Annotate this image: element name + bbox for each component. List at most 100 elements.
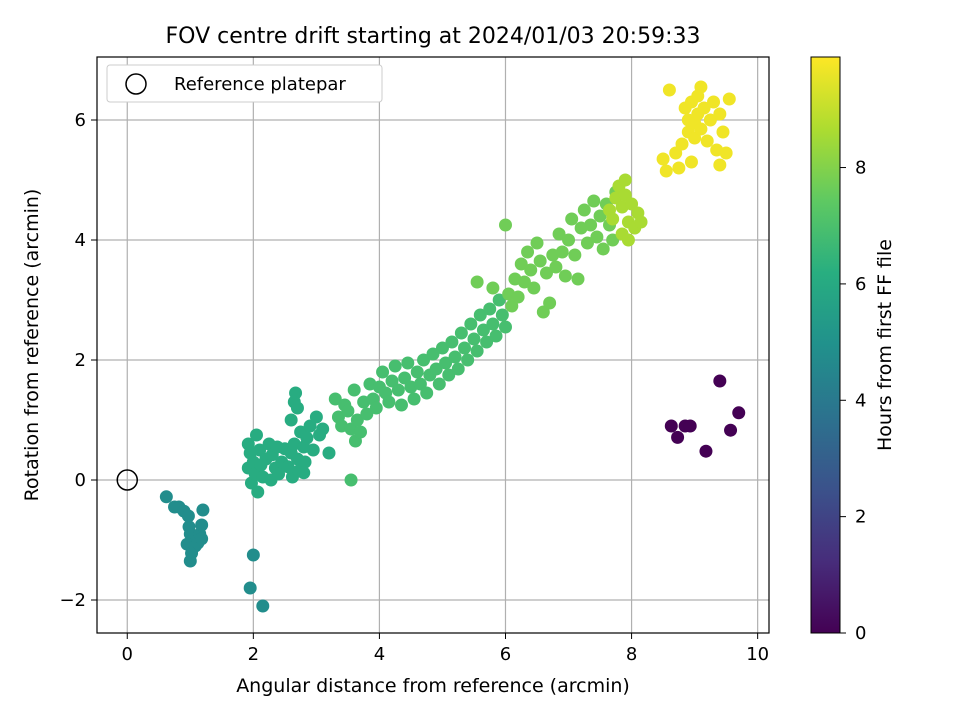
data-point: [498, 218, 512, 232]
data-point: [398, 371, 412, 385]
data-point: [662, 83, 676, 97]
data-point: [476, 323, 490, 337]
y-tick-label: 0: [75, 470, 86, 491]
data-point: [451, 362, 465, 376]
data-point: [492, 293, 506, 307]
data-point: [413, 377, 427, 391]
data-point: [621, 233, 635, 247]
data-point: [360, 407, 374, 421]
data-point: [549, 260, 563, 274]
data-point: [322, 446, 336, 460]
data-point: [584, 218, 598, 232]
data-point: [688, 131, 702, 145]
data-point: [699, 444, 713, 458]
data-point: [486, 281, 500, 295]
data-point: [724, 423, 738, 437]
data-point: [539, 266, 553, 280]
y-tick-label: 4: [75, 230, 86, 251]
data-point: [511, 290, 525, 304]
data-point: [672, 161, 686, 175]
data-point: [656, 152, 670, 166]
data-point: [385, 374, 399, 388]
data-point: [671, 430, 685, 444]
data-point: [432, 377, 446, 391]
colorbar-tick-label: 4: [855, 390, 866, 411]
data-point: [713, 107, 727, 121]
data-point: [407, 392, 421, 406]
data-point: [543, 296, 557, 310]
data-point: [439, 356, 453, 370]
colorbar-tick-label: 2: [855, 507, 866, 528]
data-point: [669, 146, 683, 160]
colorbar-tick-label: 6: [855, 274, 866, 295]
data-point: [527, 281, 541, 295]
data-point: [394, 398, 408, 412]
data-point: [300, 431, 314, 445]
x-axis-label: Angular distance from reference (arcmin): [236, 675, 630, 697]
legend-box: [106, 64, 383, 103]
data-point: [448, 350, 462, 364]
data-point: [458, 341, 472, 355]
data-point: [461, 353, 475, 367]
data-point: [593, 209, 607, 223]
data-point: [722, 92, 736, 106]
data-point: [306, 443, 320, 457]
data-point: [659, 164, 673, 178]
data-point: [684, 155, 698, 169]
data-point: [435, 341, 449, 355]
data-point: [483, 302, 497, 316]
data-point: [517, 275, 531, 289]
data-point: [634, 215, 648, 229]
data-point: [289, 386, 303, 400]
data-point: [618, 188, 632, 202]
data-point: [297, 466, 311, 480]
data-point: [606, 212, 620, 226]
data-point: [347, 383, 361, 397]
data-point: [683, 419, 697, 433]
data-point: [195, 532, 209, 546]
x-tick-label: 6: [500, 644, 511, 665]
reference-platepar-marker: [116, 469, 139, 491]
data-point: [716, 125, 730, 139]
data-point: [524, 263, 538, 277]
data-point: [183, 554, 197, 568]
data-point: [580, 236, 594, 250]
x-axis-ticks: 0 2 4 6 8 10: [122, 633, 769, 665]
plot-area-frame: [96, 56, 770, 634]
x-tick-label: 8: [626, 644, 637, 665]
data-point: [243, 581, 257, 595]
data-point: [596, 242, 610, 256]
data-point: [568, 248, 582, 262]
data-point: [473, 308, 487, 322]
data-point: [505, 299, 519, 313]
data-point: [536, 305, 550, 319]
chart-title: FOV centre drift starting at 2024/01/03 …: [166, 24, 701, 49]
x-tick-label: 0: [122, 644, 133, 665]
data-point: [514, 257, 528, 271]
data-point: [464, 317, 478, 331]
data-point: [429, 362, 443, 376]
data-point: [281, 460, 295, 474]
colorbar-tick-label: 8: [855, 158, 866, 179]
x-tick-label: 10: [746, 644, 769, 665]
data-point: [454, 326, 468, 340]
data-point: [719, 146, 733, 160]
data-point: [558, 269, 572, 283]
data-point: [196, 503, 210, 517]
data-point: [533, 254, 547, 268]
data-point: [298, 455, 312, 469]
data-point: [470, 344, 484, 358]
data-point: [376, 365, 390, 379]
data-point: [369, 401, 383, 415]
y-tick-label: 2: [75, 350, 86, 371]
data-point: [410, 365, 424, 379]
colorbar-tick-label: 0: [855, 623, 866, 644]
data-point: [732, 406, 746, 420]
data-point: [417, 353, 431, 367]
data-point: [341, 404, 355, 418]
data-point: [707, 95, 721, 109]
colorbar: [810, 56, 841, 634]
data-point: [565, 212, 579, 226]
y-tick-label: 6: [75, 110, 86, 131]
